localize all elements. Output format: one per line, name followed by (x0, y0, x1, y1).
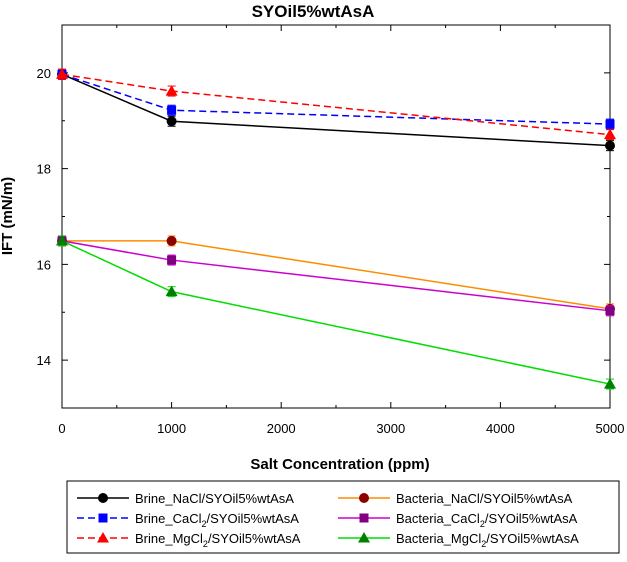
data-point (604, 128, 616, 140)
legend-marker (97, 532, 109, 543)
data-point (604, 378, 616, 389)
legend-label: Brine_CaCl2/SYOil5%wtAsA (135, 511, 299, 529)
series-line (61, 73, 611, 136)
series-5 (56, 234, 616, 390)
legend: Brine_NaCl/SYOil5%wtAsA Brine_CaCl2/SYOil… (66, 480, 620, 554)
x-tick-label: 4000 (486, 421, 515, 436)
legend-label: Brine_NaCl/SYOil5%wtAsA (135, 491, 294, 506)
legend-label: Brine_MgCl2/SYOil5%wtAsA (135, 531, 301, 549)
series-1 (57, 68, 615, 130)
legend-box (66, 480, 620, 554)
data-point (56, 68, 68, 79)
series-line (61, 240, 611, 385)
series-0 (57, 68, 615, 152)
plot-frame (61, 24, 611, 409)
legend-label: Bacteria_NaCl/SYOil5%wtAsA (396, 491, 573, 506)
data-point (166, 235, 177, 246)
y-tick-label: 20 (37, 66, 51, 81)
series-line (61, 73, 611, 147)
data-point (167, 255, 177, 265)
legend-marker (359, 513, 369, 523)
x-tick-label: 5000 (596, 421, 625, 436)
data-point (605, 140, 615, 151)
series-2 (56, 68, 616, 141)
series-line (62, 240, 611, 310)
x-axis-label: Salt Concentration (ppm) (250, 456, 429, 473)
series-4 (57, 235, 615, 317)
legend-marker (359, 493, 369, 503)
data-point (605, 306, 615, 316)
data-point (605, 119, 615, 129)
y-tick-label: 14 (37, 353, 51, 368)
data-point (56, 234, 68, 246)
data-point (167, 105, 177, 115)
data-point (165, 85, 178, 96)
legend-marker (98, 493, 108, 503)
data-point (165, 285, 178, 297)
data-point (166, 116, 177, 127)
legend-marker (98, 513, 108, 523)
x-tick-label: 0 (58, 421, 65, 436)
series-layer (56, 68, 616, 390)
x-tick-label: 2000 (267, 421, 296, 436)
legend-label: Bacteria_CaCl2/SYOil5%wtAsA (396, 511, 578, 529)
y-tick-label: 16 (37, 257, 51, 272)
series-line (61, 73, 611, 125)
x-tick-label: 3000 (376, 421, 405, 436)
axis-ticks: 0 1000 2000 3000 4000 5000 14 16 18 20 (37, 24, 625, 436)
y-axis-label: IFT (mN/m) (0, 177, 16, 255)
legend-label: Bacteria_MgCl2/SYOil5%wtAsA (396, 531, 579, 549)
x-tick-label: 1000 (157, 421, 186, 436)
legend-marker (358, 532, 370, 543)
chart-title: SYOil5%wtAsA (252, 2, 375, 21)
y-tick-label: 18 (37, 162, 51, 177)
series-line (61, 240, 611, 312)
